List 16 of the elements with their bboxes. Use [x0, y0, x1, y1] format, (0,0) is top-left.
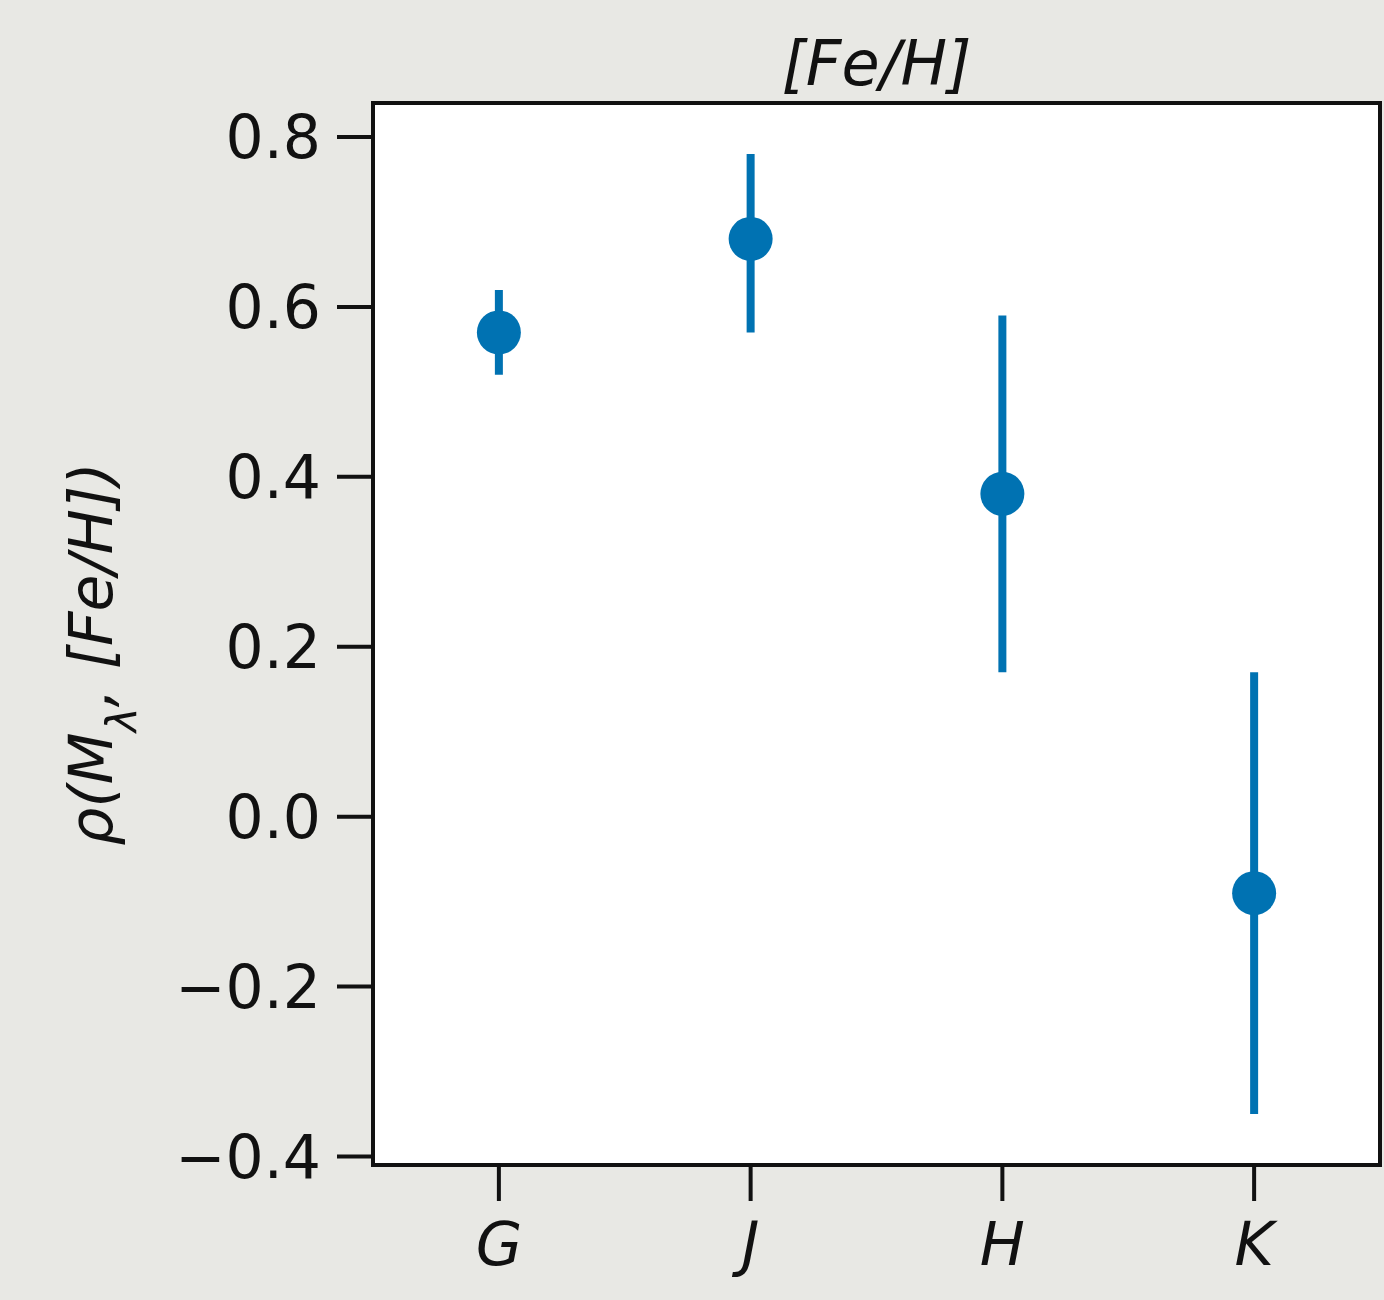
y-tick-label: −0.4: [175, 1121, 321, 1192]
x-tick-label: G: [475, 1209, 523, 1279]
y-tick-label: 0.6: [225, 271, 321, 342]
x-tick-label: J: [731, 1209, 760, 1279]
point: [1232, 871, 1277, 916]
x-tick-label: H: [979, 1209, 1025, 1279]
y-tick-label: 0.8: [225, 101, 321, 172]
point: [728, 216, 773, 261]
x-tick-label: K: [1234, 1209, 1279, 1279]
point: [476, 310, 521, 355]
y-tick-label: 0.2: [225, 611, 321, 682]
chart-title: [Fe/H]: [781, 27, 972, 100]
y-tick-label: 0.0: [225, 781, 321, 852]
y-tick-label: −0.2: [175, 951, 321, 1022]
y-tick-label: 0.4: [225, 441, 321, 512]
point: [980, 471, 1025, 516]
